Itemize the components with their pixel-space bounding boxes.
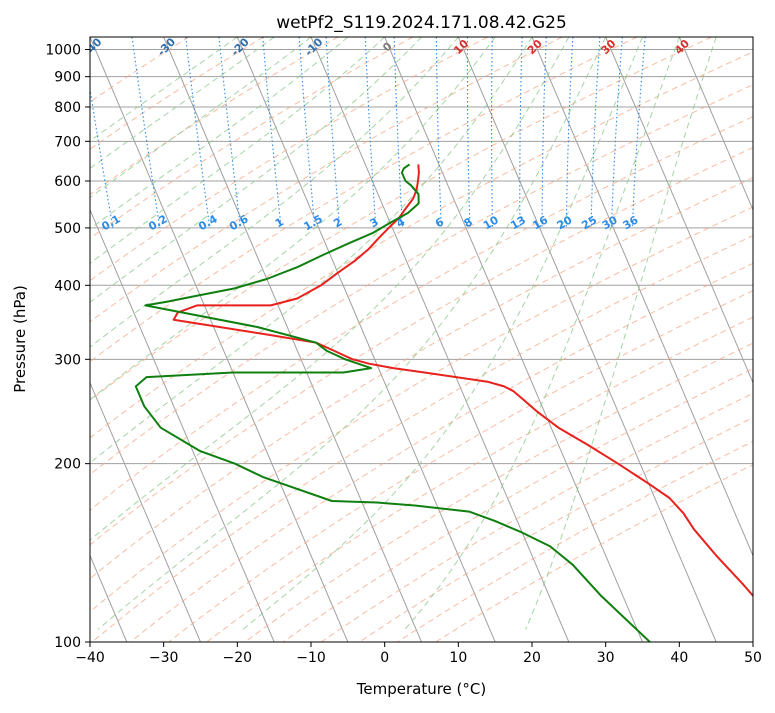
x-tick-label: −40: [75, 650, 105, 666]
y-axis-label: Pressure (hPa): [11, 285, 29, 393]
y-tick-label: 1000: [45, 43, 81, 59]
x-tick-label: −30: [149, 650, 179, 666]
x-axis-label: Temperature (°C): [356, 680, 486, 698]
y-tick-label: 100: [54, 635, 81, 651]
x-tick-label: 30: [597, 650, 615, 666]
y-tick-label: 700: [54, 134, 81, 150]
y-tick-label: 400: [54, 278, 81, 294]
y-tick-label: 800: [54, 100, 81, 116]
y-tick-label: 900: [54, 70, 81, 86]
x-tick-label: 40: [670, 650, 688, 666]
x-tick-label: −10: [296, 650, 326, 666]
chart-title: wetPf2_S119.2024.171.08.42.G25: [276, 13, 567, 33]
y-tick-label: 200: [54, 457, 81, 473]
x-tick-label: 0: [380, 650, 389, 666]
y-tick-label: 600: [54, 174, 81, 190]
x-tick-label: 20: [523, 650, 541, 666]
y-tick-label: 500: [54, 221, 81, 237]
x-tick-label: −20: [223, 650, 253, 666]
x-tick-label: 10: [449, 650, 467, 666]
y-tick-label: 300: [54, 352, 81, 368]
x-tick-label: 50: [744, 650, 762, 666]
